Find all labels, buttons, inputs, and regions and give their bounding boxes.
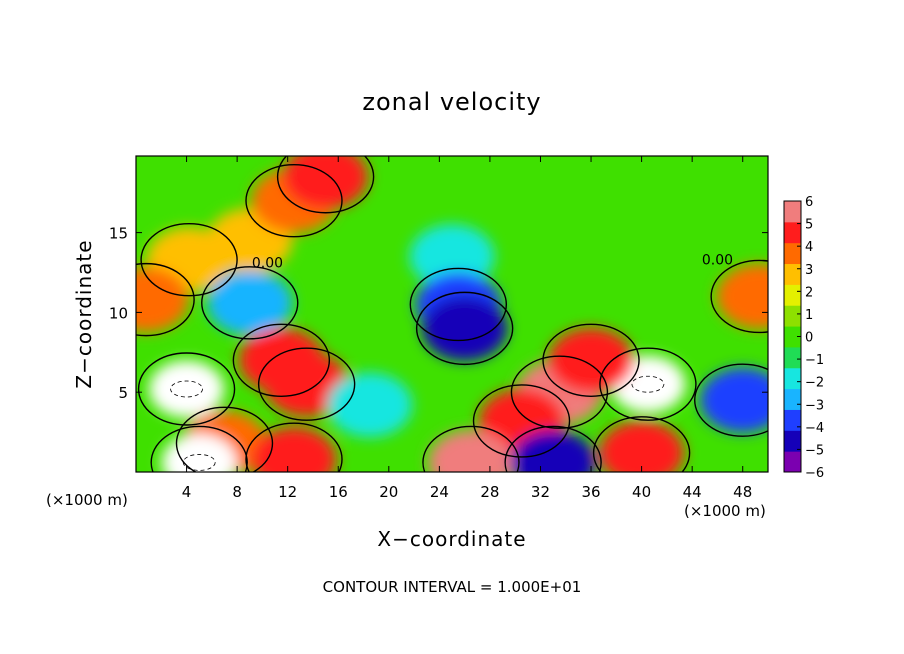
colorbar-tick-label-4: 2	[805, 285, 813, 300]
colorbar-swatch-8	[784, 284, 801, 306]
contour-line-8	[409, 267, 508, 342]
x-units-label-right: (×1000 m)	[684, 502, 766, 520]
x-tick-label-5: 24	[430, 483, 449, 501]
colorbar-tick-label-12: −6	[805, 466, 824, 481]
field-feature-12	[700, 367, 768, 433]
field-feature-10	[149, 360, 225, 418]
contour-label-0: 0.00	[252, 256, 283, 272]
field-feature-21	[599, 420, 685, 472]
colorbar-swatch-5	[784, 346, 801, 369]
x-tick-label-10: 44	[683, 483, 702, 501]
contour-interval-note: CONTOUR INTERVAL = 1.000E+01	[322, 578, 582, 596]
contour-line-9	[415, 291, 514, 366]
contour-line-20	[422, 425, 520, 472]
x-tick-label-6: 28	[480, 483, 499, 501]
x-tick-label-3: 16	[329, 483, 348, 501]
colorbar-tick-label-6: 0	[805, 331, 813, 346]
colorbar-tick-label-3: 3	[805, 263, 813, 278]
x-tick-label-0: 4	[182, 483, 192, 501]
contour-line-17	[542, 323, 640, 397]
field-feature-3	[283, 156, 369, 210]
contour-line-16	[472, 384, 571, 458]
y-tick-label-2: 15	[109, 225, 128, 243]
colorbar-swatch-0	[784, 451, 801, 473]
contour-line-4	[136, 262, 195, 337]
colorbar-swatch-12	[784, 201, 801, 223]
plot-frame	[135, 155, 769, 473]
x-tick-label-7: 32	[531, 483, 550, 501]
x-axis-label: X−coordinate	[377, 527, 527, 551]
colorbar-swatch-9	[784, 263, 801, 285]
field-feature-22	[510, 430, 596, 472]
contour-dashed-23	[182, 454, 216, 471]
x-tick-label-4: 20	[379, 483, 398, 501]
field-feature-20	[428, 430, 514, 472]
contour-line-14	[257, 347, 356, 421]
colorbar-tick-label-11: −5	[805, 443, 824, 458]
colorbar-swatch-4	[784, 367, 801, 390]
contour-dashed-10	[170, 380, 203, 398]
field-feature-9	[422, 296, 508, 361]
colorbar-swatch-10	[784, 242, 801, 265]
contour-line-0	[140, 223, 238, 297]
x-tick-label-9: 40	[632, 483, 651, 501]
contour-line-13	[232, 323, 331, 397]
field-feature-23	[161, 433, 237, 472]
x-tick-label-2: 12	[278, 483, 297, 501]
field-feature-17	[548, 327, 634, 393]
contour-dashed-11	[631, 375, 665, 393]
contour-line-15	[510, 355, 609, 429]
x-tick-label-11: 48	[733, 483, 752, 501]
colorbar-swatch-1	[784, 430, 801, 452]
colorbar-tick-label-2: 4	[805, 240, 813, 255]
contour-line-2	[245, 163, 343, 238]
colorbar-tick-label-1: 5	[805, 218, 813, 233]
colorbar-swatch-3	[784, 388, 801, 410]
y-tick-label-0: 5	[118, 384, 128, 402]
field-feature-19	[251, 426, 337, 472]
colorbar-tick-label-10: −4	[805, 421, 824, 436]
contour-line-22	[504, 425, 602, 472]
chart-title: zonal velocity	[362, 88, 542, 116]
colorbar-tick-label-9: −3	[805, 398, 824, 413]
contour-line-21	[592, 416, 691, 472]
contour-line-23	[150, 425, 248, 472]
field-feature-24	[327, 372, 413, 438]
colorbar-swatch-6	[784, 326, 801, 348]
contour-line-3	[276, 156, 375, 214]
x-tick-label-8: 36	[581, 483, 600, 501]
field-feature-4	[136, 267, 189, 332]
contour-line-5	[710, 259, 768, 334]
colorbar-tick-label-8: −2	[805, 376, 824, 391]
contour-line-19	[245, 422, 343, 472]
colorbar-swatch-11	[784, 221, 801, 244]
colorbar-swatch-2	[784, 409, 801, 431]
x-tick-label-1: 8	[232, 483, 242, 501]
contour-line-18	[175, 406, 274, 472]
contour-line-6	[201, 266, 299, 340]
field-feature-5	[716, 264, 768, 329]
contour-line-12	[694, 363, 768, 437]
x-units-label-left: (×1000 m)	[46, 491, 128, 509]
colorbar-tick-label-5: 1	[805, 308, 813, 323]
colorbar-tick-label-0: 6	[805, 195, 813, 210]
contour-line-11	[599, 347, 697, 421]
y-axis-label: Z−coordinate	[72, 239, 96, 389]
field-feature-6	[207, 270, 293, 336]
contour-label-1: 0.00	[702, 253, 733, 269]
field-feature-7	[409, 224, 495, 289]
contour-line-10	[137, 352, 236, 426]
y-tick-label-1: 10	[109, 304, 128, 322]
colorbar-swatch-7	[784, 305, 801, 327]
colorbar-tick-label-7: −1	[805, 353, 824, 368]
